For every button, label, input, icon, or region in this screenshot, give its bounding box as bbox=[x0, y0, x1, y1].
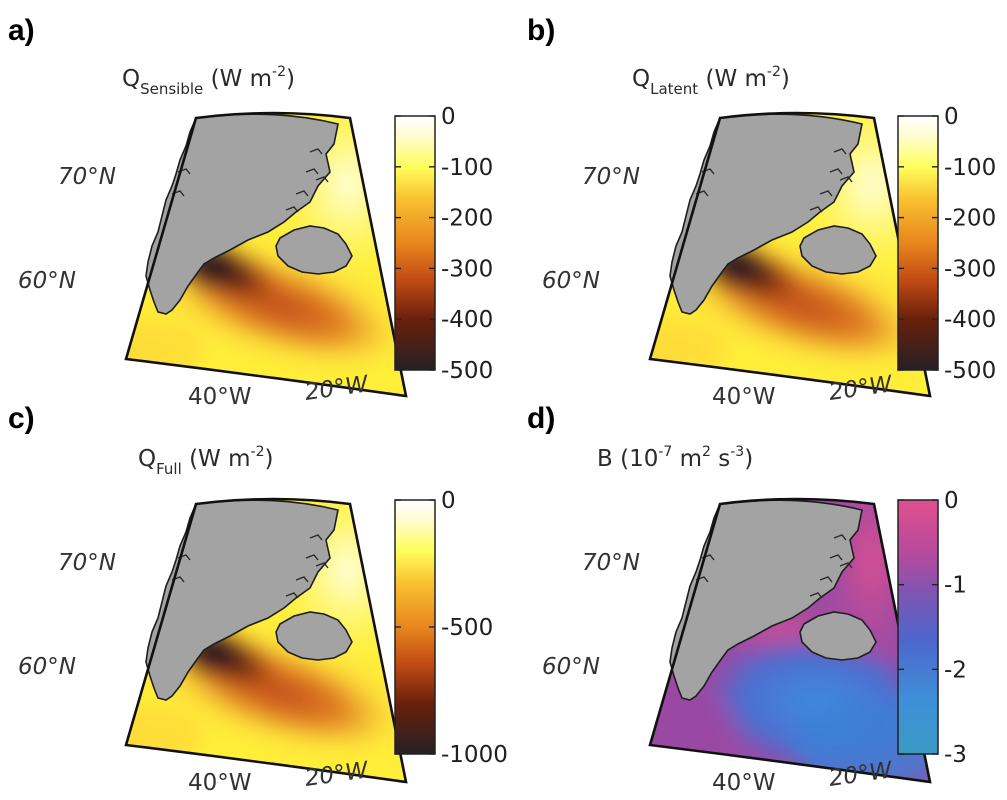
lat-label-70n: 70°N bbox=[582, 164, 640, 190]
colorbar-tick-label: 0 bbox=[944, 488, 959, 514]
panel-b: b)QLatent (W m-2)70°N60°N40°W 20°W0-100-2… bbox=[527, 14, 996, 410]
colorbar-tick-label: -2 bbox=[944, 657, 967, 683]
panel-label: b) bbox=[527, 14, 555, 47]
colorbar-tick-label: -300 bbox=[441, 256, 493, 282]
colorbar-tick-label: -1000 bbox=[441, 742, 508, 768]
colorbar-tick-label: -200 bbox=[441, 206, 493, 232]
map-area bbox=[124, 111, 408, 398]
colorbar-tick-label: -500 bbox=[441, 615, 493, 641]
colorbar-tick-label: -300 bbox=[944, 256, 996, 282]
lat-label-60n: 60°N bbox=[18, 268, 76, 294]
panel-a: a)QSensible (W m-2)70°N60°N40°W 20°W0-100… bbox=[8, 14, 493, 410]
colorbar-tick-label: -200 bbox=[944, 206, 996, 232]
colorbar-tick-label: -500 bbox=[944, 358, 996, 384]
colorbar-tick-label: -3 bbox=[944, 742, 967, 768]
panel-title: QSensible (W m-2) bbox=[122, 64, 295, 98]
panel-c: c)QFull (W m-2)70°N60°N40°W 20°W0-500-100… bbox=[8, 402, 508, 796]
panel-label: a) bbox=[8, 14, 35, 47]
colorbar bbox=[394, 499, 436, 755]
lat-label-60n: 60°N bbox=[18, 654, 76, 680]
lon-label-40w: 40°W bbox=[188, 770, 252, 796]
colorbar-tick-label: 0 bbox=[441, 488, 456, 514]
colorbar-tick-label: -1 bbox=[944, 573, 967, 599]
map-area bbox=[124, 497, 408, 784]
map-area bbox=[648, 497, 932, 784]
panel-title: QFull (W m-2) bbox=[138, 444, 273, 478]
lon-label-40w: 40°W bbox=[188, 384, 252, 410]
lat-label-70n: 70°N bbox=[58, 164, 116, 190]
colorbar bbox=[897, 499, 939, 755]
colorbar-tick-label: -100 bbox=[944, 155, 996, 181]
lat-label-60n: 60°N bbox=[542, 268, 600, 294]
colorbar-tick-label: 0 bbox=[441, 104, 456, 130]
colorbar-tick-label: -100 bbox=[441, 155, 493, 181]
lon-label-40w: 40°W bbox=[712, 384, 776, 410]
panel-title: B (10-7 m2 s-3) bbox=[597, 444, 753, 472]
panel-label: c) bbox=[8, 402, 35, 435]
panel-label: d) bbox=[527, 402, 555, 435]
lat-label-60n: 60°N bbox=[542, 654, 600, 680]
lon-label-40w: 40°W bbox=[712, 770, 776, 796]
colorbar-tick-label: -500 bbox=[441, 358, 493, 384]
lat-label-70n: 70°N bbox=[58, 550, 116, 576]
panel-d: d)B (10-7 m2 s-3)70°N60°N40°W 20°W0-1-2-3 bbox=[527, 402, 967, 796]
colorbar-tick-label: -400 bbox=[944, 307, 996, 333]
colorbar-tick-label: 0 bbox=[944, 104, 959, 130]
colorbar-tick-label: -400 bbox=[441, 307, 493, 333]
lat-label-70n: 70°N bbox=[582, 550, 640, 576]
colorbar bbox=[394, 115, 436, 371]
panel-title: QLatent (W m-2) bbox=[632, 64, 790, 98]
colorbar bbox=[897, 115, 939, 371]
